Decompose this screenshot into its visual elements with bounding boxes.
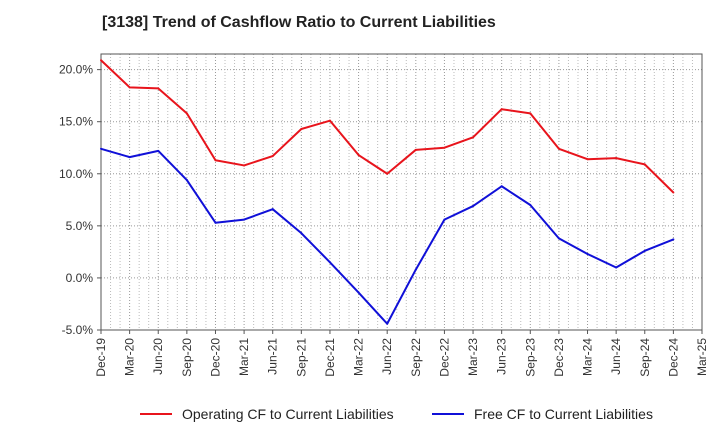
data-point: [557, 147, 560, 150]
data-point: [271, 155, 274, 158]
x-tick-label: Mar-21: [237, 338, 251, 376]
x-tick-label: Mar-24: [581, 338, 595, 376]
x-tick-label: Sep-21: [294, 338, 308, 377]
data-point: [214, 159, 217, 162]
x-tick-label: Sep-20: [180, 338, 194, 377]
plot-frame: [100, 53, 703, 331]
data-point: [643, 249, 646, 252]
y-tick-label: 15.0%: [59, 115, 93, 129]
x-tick-label: Jun-23: [495, 338, 509, 375]
data-point: [243, 164, 246, 167]
data-point: [300, 232, 303, 235]
legend-label-1: Free CF to Current Liabilities: [474, 406, 653, 422]
y-tick-label: 20.0%: [59, 63, 93, 77]
data-point: [500, 185, 503, 188]
data-point: [557, 237, 560, 240]
data-point: [185, 179, 188, 182]
data-point: [128, 156, 131, 159]
data-point: [243, 218, 246, 221]
data-point: [271, 208, 274, 211]
data-point: [586, 158, 589, 161]
data-point: [300, 127, 303, 130]
x-tick-label: Dec-19: [94, 338, 108, 377]
data-point: [443, 218, 446, 221]
data-point: [615, 157, 618, 160]
data-point: [672, 238, 675, 241]
legend-label-0: Operating CF to Current Liabilities: [182, 406, 394, 422]
y-tick-label: 5.0%: [66, 219, 94, 233]
y-tick-label: -5.0%: [62, 323, 94, 337]
data-point: [472, 136, 475, 139]
data-point: [414, 148, 417, 151]
x-tick-label: Jun-24: [609, 338, 623, 375]
data-point: [100, 59, 102, 62]
data-point: [328, 119, 331, 122]
data-point: [128, 86, 131, 89]
data-point: [386, 172, 389, 175]
x-tick-label: Sep-23: [523, 338, 537, 377]
data-point: [214, 221, 217, 224]
data-point: [386, 322, 389, 325]
data-point: [672, 191, 675, 194]
data-point: [472, 205, 475, 208]
x-tick-label: Jun-20: [151, 338, 165, 375]
x-tick-label: Mar-25: [695, 338, 709, 376]
data-point: [357, 291, 360, 294]
x-tick-label: Jun-21: [266, 338, 280, 375]
data-point: [615, 266, 618, 269]
data-point: [157, 87, 160, 90]
data-point: [643, 163, 646, 166]
x-tick-label: Mar-22: [352, 338, 366, 376]
x-tick-label: Dec-22: [437, 338, 451, 377]
x-tick-label: Sep-24: [638, 338, 652, 377]
data-point: [500, 108, 503, 111]
x-tick-label: Mar-20: [123, 338, 137, 376]
data-point: [414, 268, 417, 271]
data-point: [586, 252, 589, 255]
x-tick-label: Dec-23: [552, 338, 566, 377]
data-point: [185, 112, 188, 115]
x-tick-label: Dec-20: [208, 338, 222, 377]
chart-title: [3138] Trend of Cashflow Ratio to Curren…: [102, 14, 496, 31]
data-point: [529, 112, 532, 115]
x-tick-label: Jun-22: [380, 338, 394, 375]
data-point: [157, 149, 160, 152]
data-point: [443, 146, 446, 149]
data-point: [100, 147, 102, 150]
x-tick-label: Sep-22: [409, 338, 423, 377]
data-point: [328, 261, 331, 264]
y-tick-label: 10.0%: [59, 167, 93, 181]
x-tick-label: Dec-24: [666, 338, 680, 377]
data-point: [529, 204, 532, 207]
x-tick-label: Mar-23: [466, 338, 480, 376]
y-tick-label: 0.0%: [66, 271, 94, 285]
x-tick-label: Dec-21: [323, 338, 337, 377]
data-point: [357, 154, 360, 157]
